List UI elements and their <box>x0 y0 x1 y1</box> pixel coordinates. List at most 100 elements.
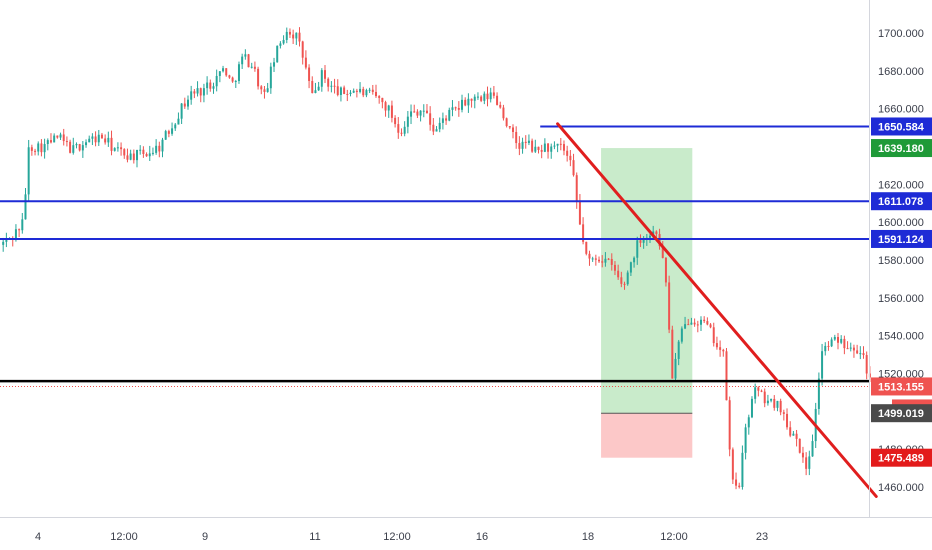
candle-body <box>228 75 231 78</box>
candle-body <box>680 328 683 342</box>
candle-body <box>120 147 123 150</box>
candle-body <box>524 141 527 144</box>
entry-price-tag-bg <box>871 404 932 423</box>
candle-body <box>30 147 33 151</box>
candle-body <box>674 358 677 379</box>
candle-body <box>827 345 830 347</box>
current-price-tag: 1513.155 <box>878 381 924 393</box>
candle-body <box>578 201 581 225</box>
y-tick-label: 1620.000 <box>878 179 924 191</box>
candle-body <box>320 70 323 87</box>
x-tick-label: 12:00 <box>660 531 688 543</box>
candle-body <box>582 224 585 242</box>
candle-body <box>292 34 295 39</box>
candle-body <box>107 137 110 143</box>
candle-body <box>725 351 728 401</box>
y-tick-label: 1660.000 <box>878 104 924 116</box>
line-price-tag-2-bg <box>871 229 932 248</box>
x-tick-label: 11 <box>309 531 320 543</box>
candle-body <box>46 140 49 145</box>
candle-body <box>531 140 534 152</box>
candle-body <box>167 131 170 134</box>
candle-body <box>461 99 464 110</box>
candle-body <box>324 70 327 79</box>
candle-body <box>830 339 833 347</box>
candle-body <box>658 234 661 247</box>
candle-body <box>859 353 862 355</box>
candle-body <box>547 143 550 152</box>
candle-body <box>566 150 569 156</box>
candle-body <box>65 141 68 143</box>
candle-body <box>696 324 699 326</box>
candle-body <box>247 54 250 68</box>
candle-body <box>779 400 782 413</box>
candle-body <box>59 134 62 138</box>
candle-body <box>142 149 145 154</box>
candle-body <box>690 322 693 325</box>
candle-body <box>359 88 362 92</box>
candle-body <box>776 400 779 408</box>
candle-body <box>629 262 632 273</box>
candle-body <box>27 147 30 195</box>
candle-body <box>260 86 263 90</box>
candle-body <box>601 261 604 263</box>
y-tick-label: 1540.000 <box>878 331 924 343</box>
candle-body <box>613 264 616 271</box>
candle-body <box>562 144 565 151</box>
line-price-tag-2: 1591.124 <box>878 234 925 246</box>
position-zones <box>601 148 693 458</box>
stop-price-tag: 1475.489 <box>878 453 924 465</box>
candle-body <box>492 92 495 96</box>
candle-body <box>196 88 199 94</box>
candle-body <box>505 118 508 127</box>
stop-price-tag-bg <box>871 448 932 467</box>
candle-body <box>333 85 336 87</box>
candle-body <box>451 107 454 110</box>
candle-body <box>591 258 594 260</box>
candle-body <box>585 241 588 254</box>
candle-body <box>543 143 546 152</box>
candle-body <box>454 107 457 109</box>
candle-body <box>43 144 46 153</box>
candle-body <box>413 111 416 113</box>
candle-body <box>457 107 460 110</box>
candle-body <box>180 103 183 119</box>
horizontal-lines-layer <box>0 125 869 387</box>
price-axis[interactable]: 1460.0001480.0001500.0001520.0001540.000… <box>878 28 924 494</box>
candle-body <box>747 417 750 428</box>
candle-body <box>206 82 209 89</box>
candle-body <box>269 66 272 89</box>
candle-body <box>253 66 256 69</box>
candle-body <box>499 104 502 108</box>
candle-body <box>852 347 855 351</box>
y-tick-label: 1700.000 <box>878 28 924 40</box>
candle-body <box>374 91 377 97</box>
candle-body <box>518 143 521 149</box>
candle-body <box>537 146 540 150</box>
candle-body <box>129 153 132 160</box>
candle-body <box>390 105 393 118</box>
candle-body <box>151 152 154 154</box>
candle-body <box>397 124 400 133</box>
candle-body <box>846 348 849 350</box>
candle-body <box>559 143 562 145</box>
candle-body <box>193 91 196 94</box>
candle-body <box>642 239 645 243</box>
target-price-tag-bg <box>871 139 932 158</box>
candle-body <box>212 86 215 89</box>
candle-body <box>448 109 451 121</box>
candle-body <box>435 129 438 132</box>
candle-body <box>298 32 301 42</box>
candle-body <box>693 322 696 325</box>
candle-body <box>862 353 865 356</box>
candle-body <box>572 160 575 176</box>
candle-body <box>202 88 205 96</box>
candle-body <box>276 45 279 63</box>
time-axis[interactable]: 4 12:00 9 11 12:00 16 18 12:00 23 <box>35 531 768 543</box>
candle-body <box>502 107 505 119</box>
candle-body <box>540 149 543 152</box>
candle-body <box>754 387 757 399</box>
candle-body <box>88 138 91 143</box>
